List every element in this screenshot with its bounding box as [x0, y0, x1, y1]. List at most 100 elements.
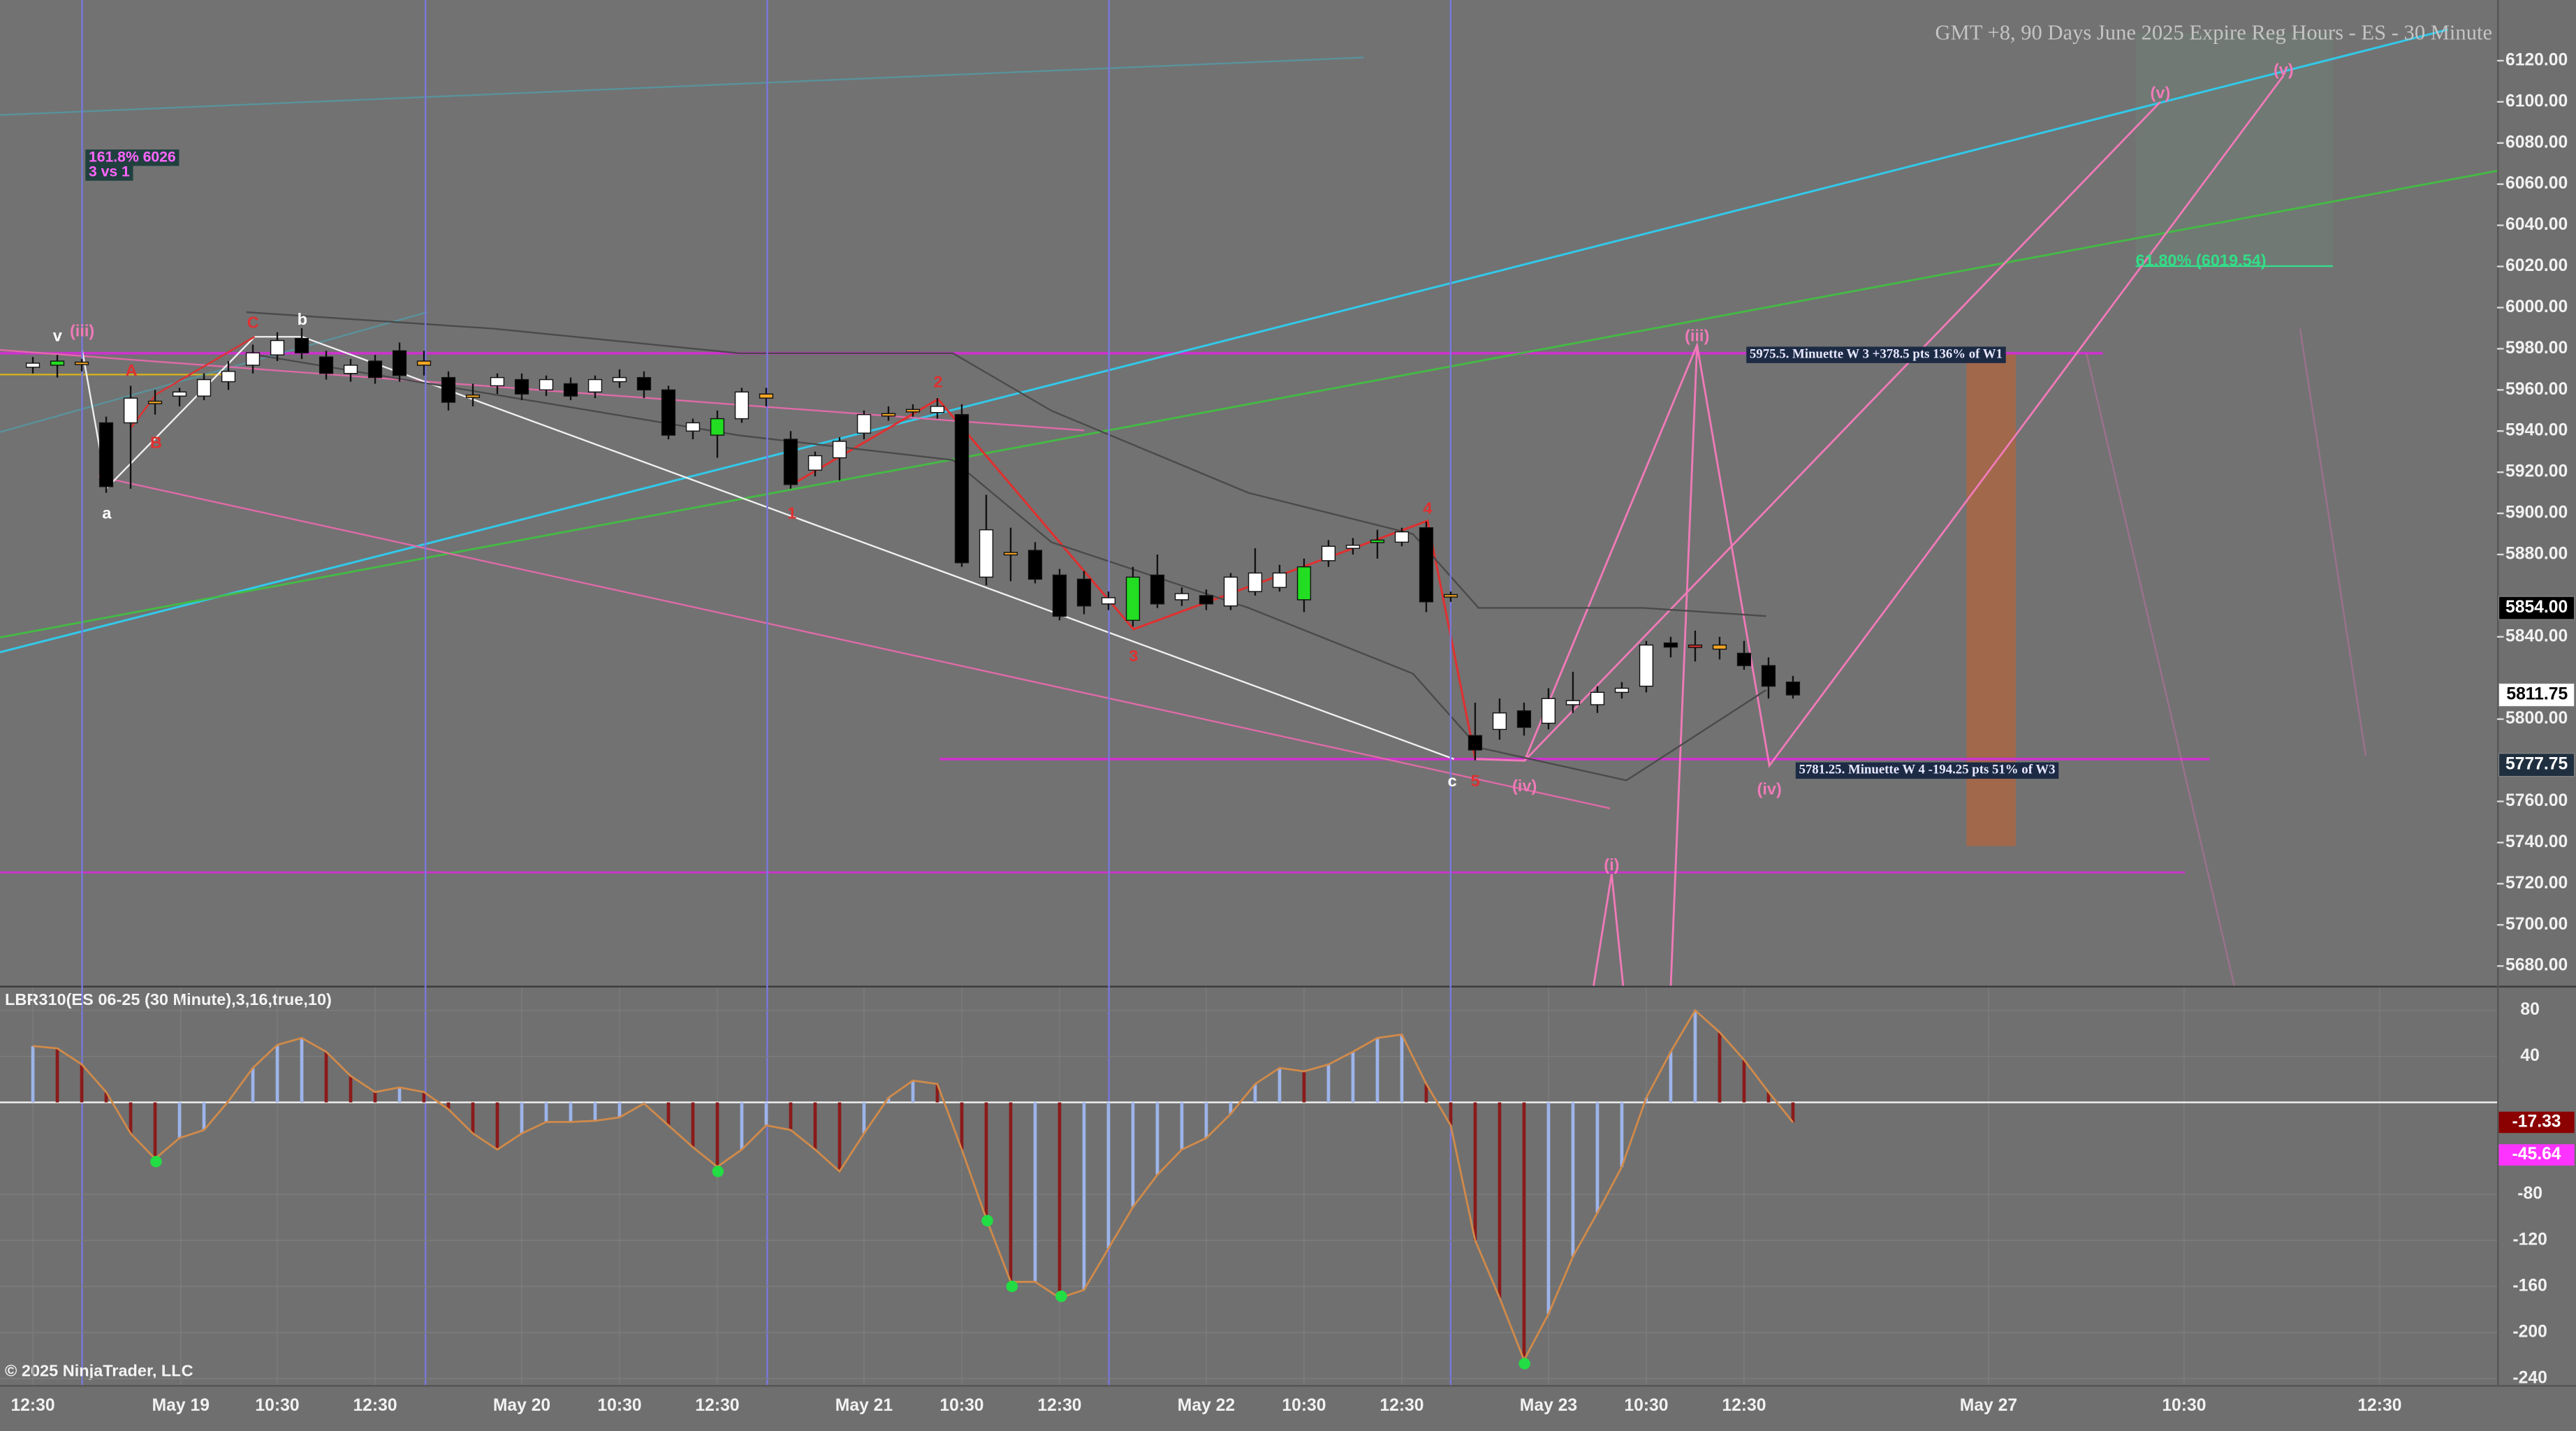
- histogram-bar: [1571, 1102, 1575, 1257]
- candle-body: [1370, 539, 1385, 543]
- x-tick-label: 10:30: [1282, 1396, 1326, 1415]
- x-tick-label: 12:30: [2357, 1396, 2401, 1415]
- histogram-bar: [397, 1087, 402, 1103]
- histogram-bar: [104, 1092, 108, 1103]
- y-tick-label: 5760.00: [2505, 791, 2568, 810]
- histogram-bar: [1766, 1092, 1771, 1103]
- oscillator-line: [32, 1008, 1794, 1363]
- candle-body: [563, 383, 578, 397]
- histogram-bar: [593, 1102, 597, 1121]
- annotation: (iii): [1685, 326, 1709, 344]
- candle-body: [759, 393, 774, 399]
- annotation: C: [247, 314, 259, 332]
- y-tick-label: 6000.00: [2505, 298, 2568, 316]
- indicator-title: LBR310(ES 06-25 (30 Minute),3,16,true,10…: [5, 990, 332, 1008]
- histogram-bar: [1400, 1034, 1404, 1103]
- projection-line: [1669, 344, 1699, 986]
- candle-body: [490, 376, 505, 387]
- histogram-bar: [960, 1102, 964, 1150]
- histogram-bar: [495, 1102, 499, 1150]
- histogram-bar: [300, 1038, 304, 1103]
- x-tick-label: May 23: [1520, 1396, 1577, 1415]
- annotation: 5781.25. Minuette W 4 -194.25 pts 51% of…: [1799, 763, 2055, 777]
- trend-line: [0, 311, 427, 433]
- candle-body: [1247, 572, 1263, 592]
- y-tick-label: 5720.00: [2505, 874, 2568, 893]
- trend-line: [0, 57, 1364, 116]
- annotation-box: [85, 164, 133, 181]
- y-tick-label: 6060.00: [2505, 174, 2568, 193]
- y-tick-label: 5920.00: [2505, 462, 2568, 481]
- histogram-bar: [740, 1102, 744, 1150]
- histogram-bar: [202, 1102, 206, 1131]
- price-tag: [2498, 682, 2575, 707]
- x-tick-label: 10:30: [255, 1396, 299, 1415]
- histogram-bar: [1253, 1084, 1257, 1103]
- candle-body: [587, 379, 603, 392]
- histogram-bar: [911, 1080, 915, 1103]
- candle-body: [832, 441, 847, 459]
- histogram-bar: [422, 1092, 426, 1103]
- signal-tag-label: -45.64: [2512, 1145, 2561, 1164]
- histogram-bar: [1522, 1102, 1526, 1360]
- histogram-bar: [324, 1052, 328, 1103]
- histogram-bar: [764, 1102, 768, 1126]
- candle-body: [905, 409, 921, 413]
- annotation: B: [150, 433, 162, 451]
- target-zone: [2135, 33, 2333, 267]
- y-tick-label: 6080.00: [2505, 133, 2568, 152]
- candle-body: [1736, 652, 1752, 666]
- x-tick-label: May 27: [1960, 1396, 2017, 1415]
- histogram-bar: [129, 1102, 133, 1133]
- histogram-bar: [1204, 1102, 1208, 1138]
- x-tick-label: 12:30: [353, 1396, 397, 1415]
- signal-tag: [2498, 1144, 2575, 1166]
- annotation: (i): [1604, 856, 1619, 874]
- histogram-bar: [1058, 1102, 1062, 1298]
- annotation: a: [102, 504, 112, 522]
- candle-body: [1614, 687, 1630, 694]
- candle-body: [74, 361, 89, 365]
- y-tick-label: 80: [2520, 1000, 2539, 1019]
- candle-body: [1027, 550, 1043, 580]
- candle-body: [710, 418, 725, 436]
- candle-body: [294, 337, 309, 353]
- histogram-bar: [813, 1102, 817, 1150]
- annotation: (v): [2274, 60, 2294, 78]
- histogram-bar: [1278, 1068, 1282, 1103]
- price-tag: [2498, 596, 2575, 620]
- histogram-bar: [1693, 1010, 1697, 1103]
- y-tick-label: 5880.00: [2505, 544, 2568, 563]
- annotation-box: [1795, 762, 2059, 779]
- x-tick-label: 10:30: [1624, 1396, 1668, 1415]
- y-tick-label: 5700.00: [2505, 915, 2568, 934]
- histogram-bar: [1082, 1102, 1086, 1290]
- envelope: [246, 352, 1767, 781]
- histogram-bar: [935, 1084, 939, 1103]
- histogram-bar: [984, 1102, 988, 1219]
- price-tag-label: 5777.75: [2505, 755, 2568, 774]
- histogram-bar: [80, 1064, 84, 1103]
- candle-body: [1663, 642, 1678, 648]
- candle-body: [172, 391, 187, 397]
- candle-body: [1174, 593, 1190, 601]
- annotation: 1: [787, 504, 796, 522]
- trend-line: [0, 170, 2498, 639]
- histogram-bar: [1229, 1102, 1233, 1114]
- signal-dot: [712, 1166, 724, 1177]
- candle-body: [319, 356, 334, 374]
- x-tick-label: May 21: [835, 1396, 893, 1415]
- candle-body: [1565, 700, 1581, 705]
- histogram-bar: [471, 1102, 475, 1133]
- candle-body: [1321, 545, 1336, 562]
- histogram-bar: [1473, 1102, 1477, 1241]
- histogram-bar: [1106, 1102, 1111, 1249]
- annotation: 5: [1471, 772, 1480, 790]
- candle-body: [881, 413, 896, 417]
- annotation: 3: [1129, 647, 1138, 665]
- candle-body: [661, 389, 676, 436]
- annotation: 4: [1423, 499, 1432, 517]
- histogram-bar: [1351, 1052, 1355, 1103]
- candle-body: [98, 422, 114, 487]
